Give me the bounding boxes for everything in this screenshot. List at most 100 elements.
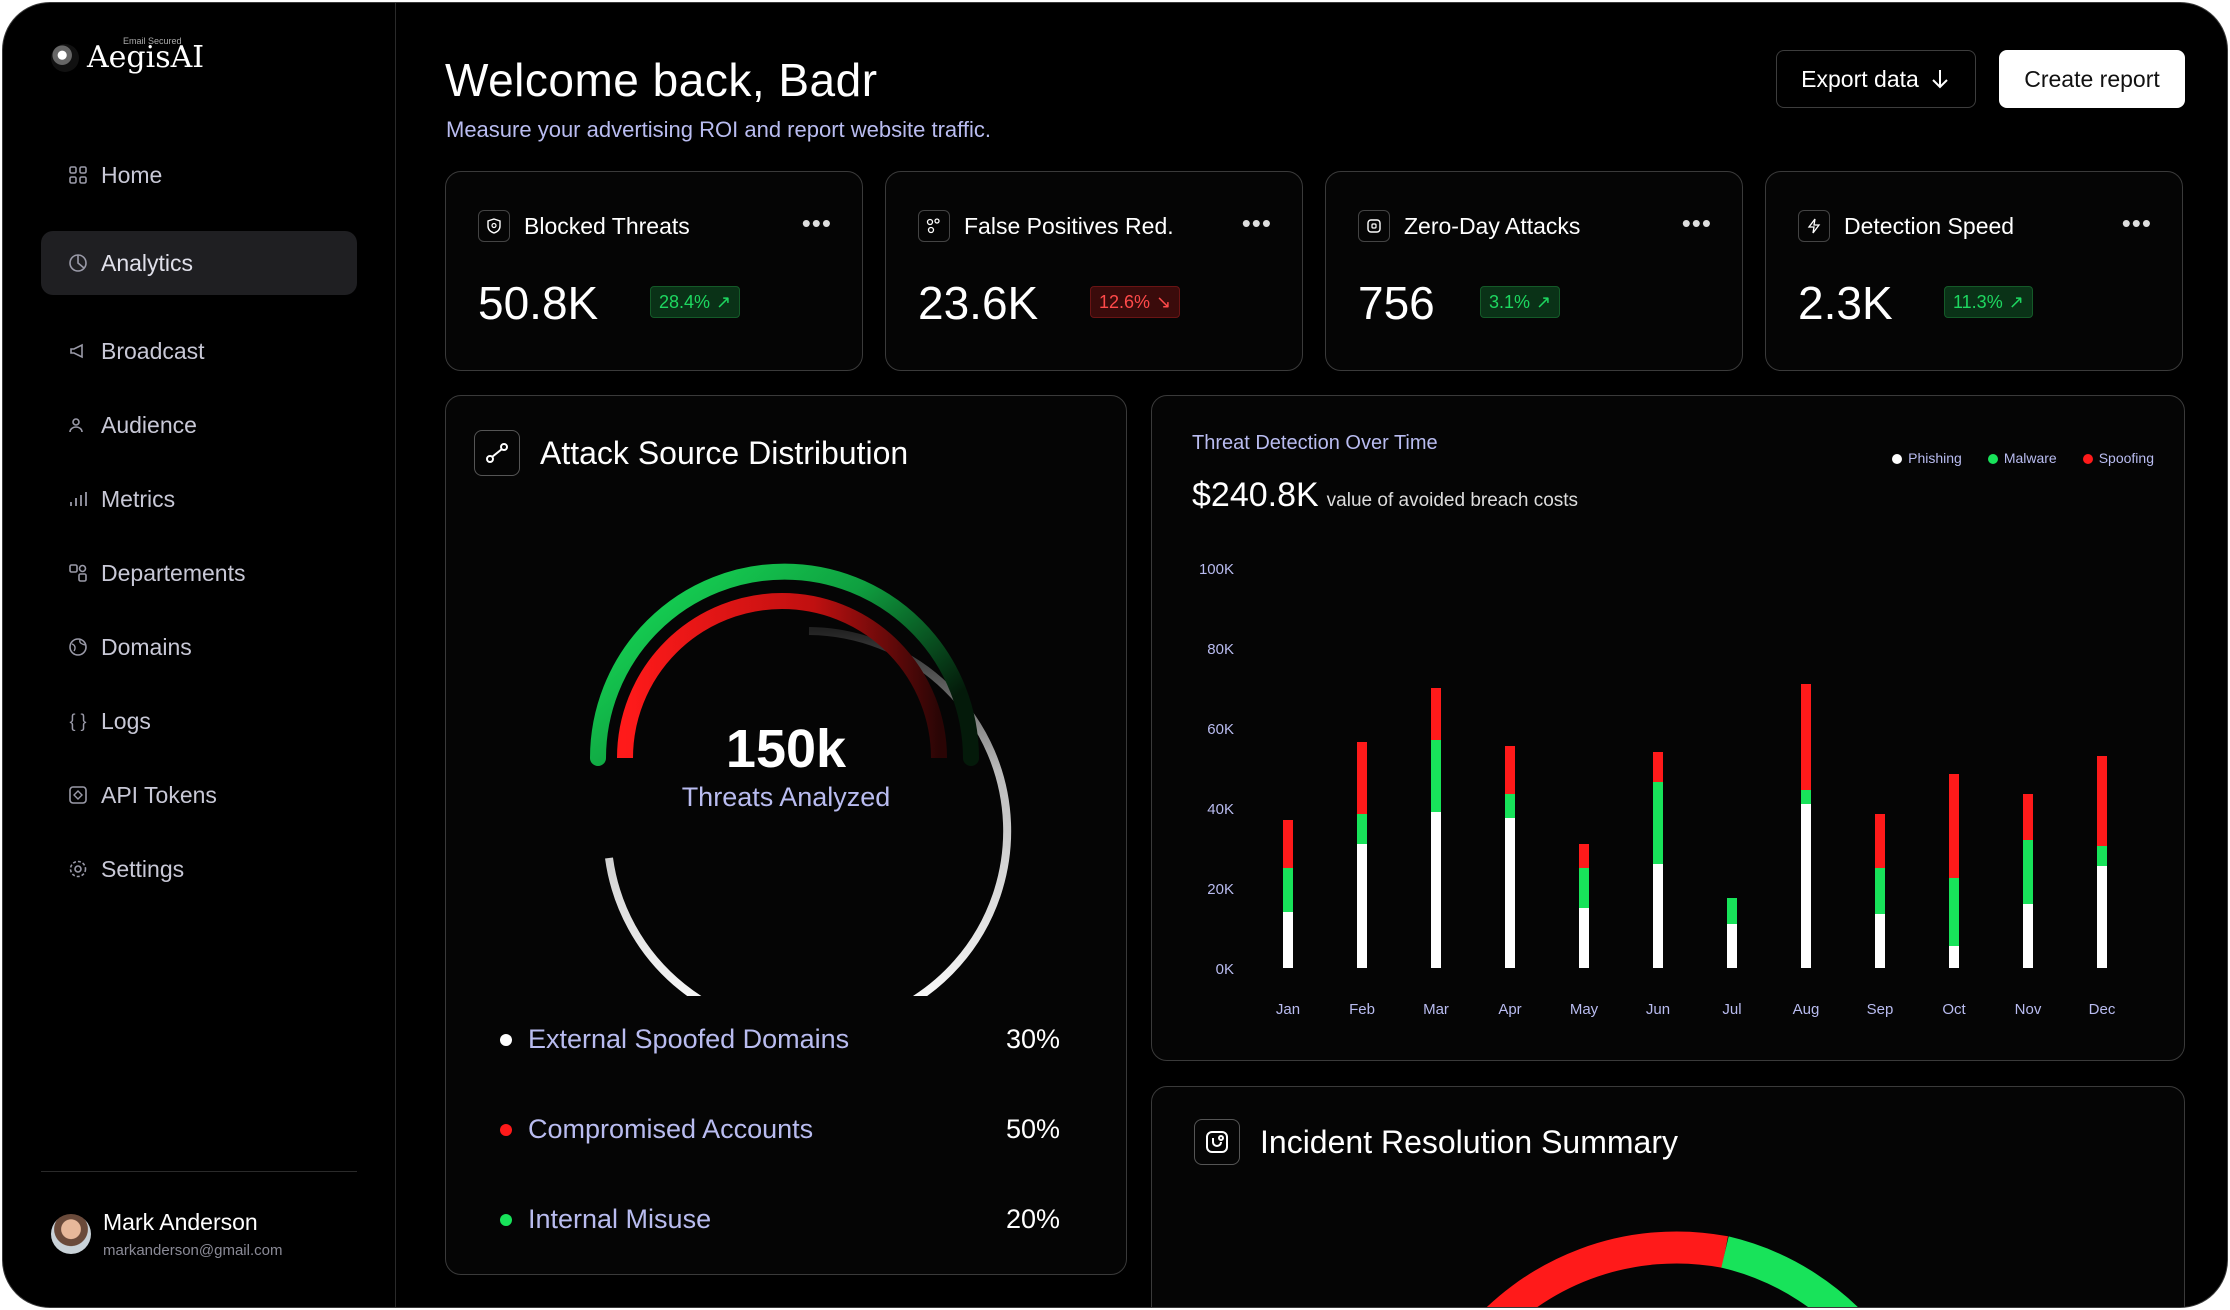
sidebar-item-audience[interactable]: Audience [41, 393, 357, 457]
bar-malware-feb[interactable] [1357, 814, 1367, 844]
kpi-card-false-positives-red[interactable]: False Positives Red. ••• 23.6K 12.6% ↘ [885, 171, 1303, 371]
sidebar-item-api-tokens[interactable]: API Tokens [41, 763, 357, 827]
arrow-down-right-icon: ↘ [1156, 291, 1172, 312]
bar-spoofing-mar[interactable] [1431, 688, 1441, 740]
x-tick-label: Dec [2089, 1001, 2116, 1018]
more-options-icon[interactable]: ••• [801, 208, 832, 238]
kpi-card-detection-speed[interactable]: Detection Speed ••• 2.3K 11.3% ↗ [1765, 171, 2183, 371]
sidebar: AegisAI Email Secured Home Analytics Broad… [3, 3, 396, 1307]
bar-malware-apr[interactable] [1505, 794, 1515, 818]
page-title: Welcome back, Badr [445, 54, 878, 106]
bar-spoofing-may[interactable] [1579, 844, 1589, 868]
bar-spoofing-sep[interactable] [1875, 814, 1885, 868]
legend-dot [1987, 454, 1998, 465]
legend-dot [1892, 454, 1903, 465]
kpi-change: 12.6% [1099, 291, 1151, 312]
bar-spoofing-dec[interactable] [2097, 756, 2107, 846]
logo-icon [51, 44, 79, 72]
braces-icon: { } [69, 710, 87, 731]
kpi-value: 50.8K [478, 277, 599, 329]
bar-spoofing-jun[interactable] [1653, 752, 1663, 782]
bar-spoofing-apr[interactable] [1505, 746, 1515, 794]
bar-phishing-may[interactable] [1579, 908, 1589, 968]
bar-spoofing-nov[interactable] [2023, 794, 2033, 840]
bar-malware-aug[interactable] [1801, 790, 1811, 804]
bar-phishing-sep[interactable] [1875, 914, 1885, 968]
bar-malware-dec[interactable] [2097, 846, 2107, 866]
kpi-card-zero-day-attacks[interactable]: Zero-Day Attacks ••• 756 3.1% ↗ [1325, 171, 1743, 371]
kpi-label: False Positives Red. [964, 212, 1174, 239]
user-name: Mark Anderson [103, 1209, 258, 1235]
sidebar-item-home[interactable]: Home [41, 143, 357, 207]
bar-malware-nov[interactable] [2023, 840, 2033, 904]
arc-compromised-accounts [617, 593, 947, 759]
sidebar-item-broadcast[interactable]: Broadcast [41, 319, 357, 383]
legend-percent: 50% [1005, 1114, 1060, 1144]
arc-internal-misuse [590, 563, 979, 766]
bar-phishing-mar[interactable] [1431, 812, 1441, 968]
bar-malware-oct[interactable] [1949, 878, 1959, 946]
kpi-change-badge: 11.3% ↗ [1944, 286, 2033, 318]
x-tick-label: Aug [1793, 1001, 1820, 1018]
bar-malware-jun[interactable] [1653, 782, 1663, 864]
kpi-card-blocked-threats[interactable]: Blocked Threats ••• 50.8K 28.4% ↗ [445, 171, 863, 371]
bar-malware-mar[interactable] [1431, 740, 1441, 812]
x-tick-label: May [1570, 1001, 1599, 1018]
bar-phishing-feb[interactable] [1357, 844, 1367, 968]
legend-label: External Spoofed Domains [528, 1024, 850, 1054]
sidebar-item-logs[interactable]: { } Logs [41, 689, 357, 753]
arrow-up-right-icon: ↗ [716, 291, 732, 312]
create-report-button[interactable]: Create report [1999, 50, 2185, 108]
bar-spoofing-feb[interactable] [1357, 742, 1367, 814]
gear-icon [67, 858, 89, 880]
bar-phishing-jun[interactable] [1653, 864, 1663, 968]
headline-value: $240.8K [1192, 476, 1319, 514]
sidebar-item-metrics[interactable]: Metrics [41, 467, 357, 531]
more-options-icon[interactable]: ••• [2121, 208, 2152, 238]
more-options-icon[interactable]: ••• [1681, 208, 1712, 238]
bar-phishing-jul[interactable] [1727, 924, 1737, 968]
threat-detection-panel: Threat Detection Over Time $240.8K value … [1151, 395, 2185, 1061]
x-tick-label: Jul [1722, 1001, 1741, 1018]
bar-spoofing-oct[interactable] [1949, 774, 1959, 878]
kpi-change: 3.1% [1489, 291, 1531, 312]
users-icon [67, 414, 89, 436]
more-options-icon[interactable]: ••• [1241, 208, 1272, 238]
panel-title: Attack Source Distribution [540, 434, 909, 471]
y-tick-label: 100K [1199, 561, 1234, 578]
kpi-change: 11.3% [1953, 291, 2003, 312]
donut-chart [590, 563, 1012, 996]
export-data-button[interactable]: Export data [1776, 50, 1976, 108]
x-tick-label: Nov [2015, 1001, 2042, 1018]
sidebar-item-departements[interactable]: Departements [41, 541, 357, 605]
legend-dot [500, 1213, 512, 1226]
bar-malware-may[interactable] [1579, 868, 1589, 908]
y-tick-label: 60K [1207, 721, 1234, 738]
brand-logo[interactable]: AegisAI [51, 43, 204, 73]
bar-phishing-aug[interactable] [1801, 804, 1811, 968]
bar-chart-icon [67, 488, 89, 510]
bar-spoofing-jan[interactable] [1283, 820, 1293, 868]
share-nodes-icon [474, 430, 520, 476]
legend-label: Malware [2003, 450, 2057, 466]
headline-caption: value of avoided breach costs [1326, 490, 1579, 511]
bar-malware-jan[interactable] [1283, 868, 1293, 912]
kpi-header: Zero-Day Attacks [1358, 210, 1580, 242]
legend-percent: 20% [1005, 1204, 1060, 1234]
sidebar-item-settings[interactable]: Settings [41, 837, 357, 901]
sidebar-item-label: Settings [101, 855, 185, 882]
sidebar-item-label: Broadcast [101, 337, 205, 364]
sidebar-item-analytics[interactable]: Analytics [41, 231, 357, 295]
token-icon [67, 784, 89, 806]
bar-phishing-oct[interactable] [1949, 946, 1959, 968]
sidebar-item-domains[interactable]: Domains [41, 615, 357, 679]
bar-phishing-dec[interactable] [2097, 866, 2107, 968]
bar-phishing-nov[interactable] [2023, 904, 2033, 968]
bar-malware-sep[interactable] [1875, 868, 1885, 914]
bar-spoofing-aug[interactable] [1801, 684, 1811, 790]
kpi-label: Zero-Day Attacks [1404, 212, 1581, 239]
bar-phishing-apr[interactable] [1505, 818, 1515, 968]
bar-phishing-jan[interactable] [1283, 912, 1293, 968]
user-profile[interactable]: Mark Anderson markanderson@gmail.com [51, 1209, 282, 1259]
bar-malware-jul[interactable] [1727, 898, 1737, 924]
